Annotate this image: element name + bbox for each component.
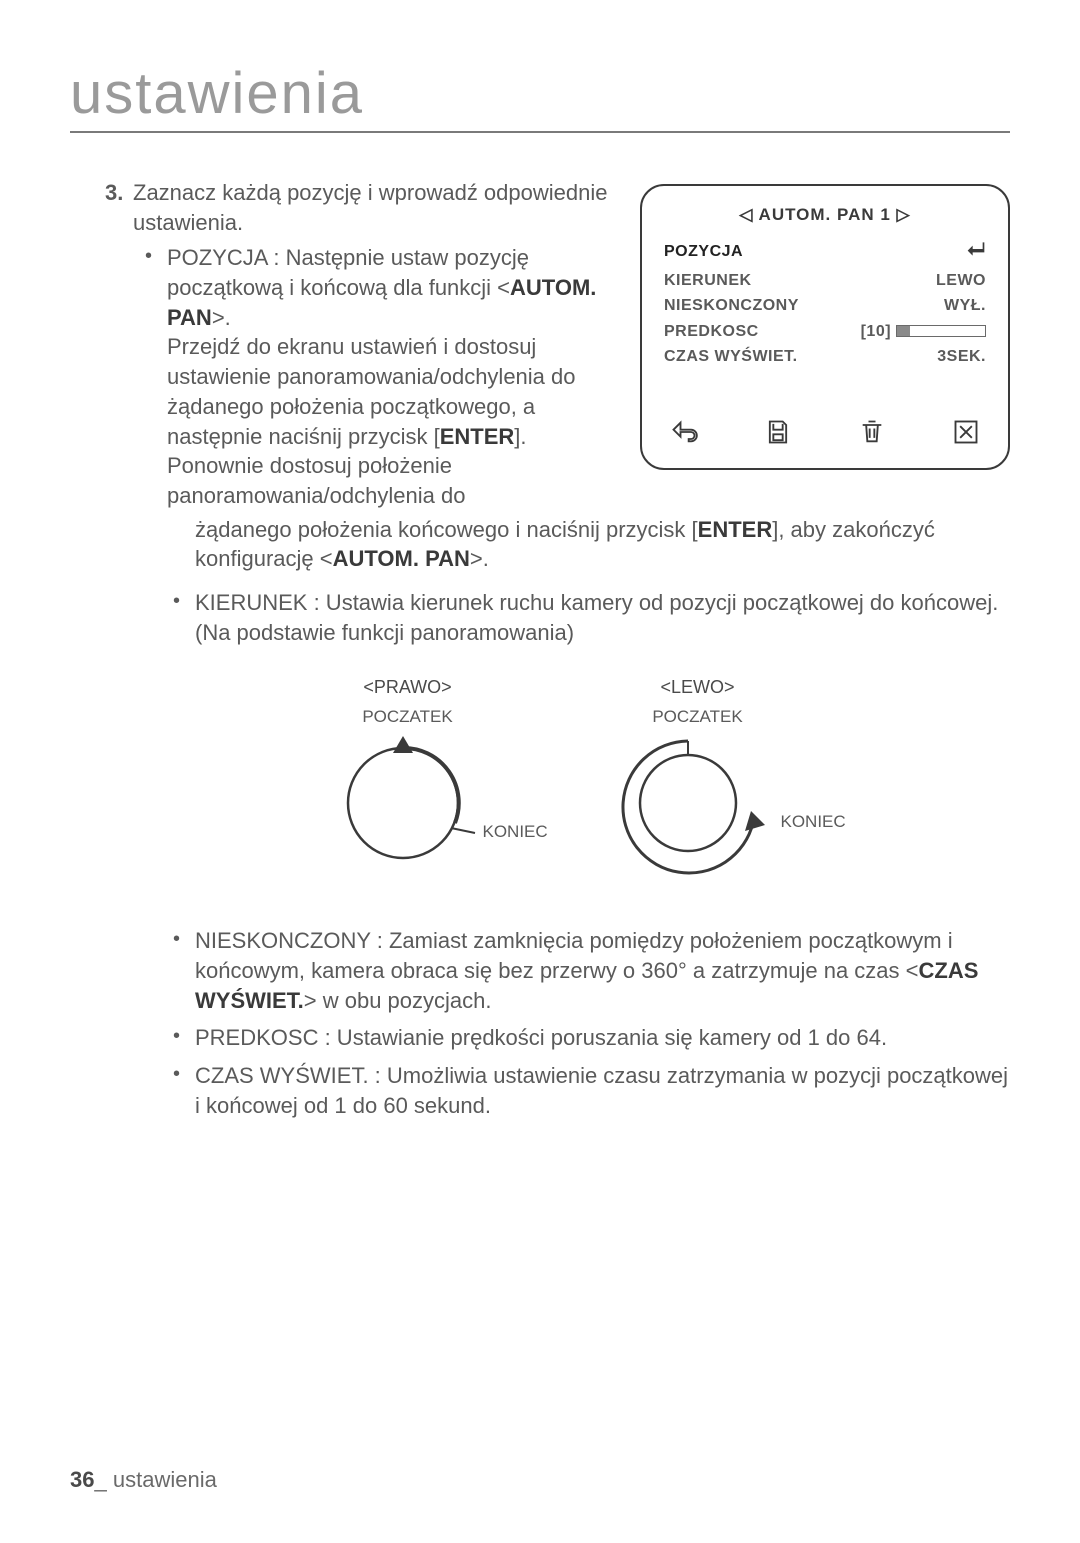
bullet-czas: • CZAS WYŚWIET. : Umożliwia ustawienie c… bbox=[173, 1061, 1010, 1120]
bullet1-after1: >. bbox=[212, 305, 231, 330]
trash-icon bbox=[858, 418, 886, 454]
bullet1-bold2: ENTER bbox=[440, 424, 515, 449]
bullet4-text: PREDKOSC : Ustawianie prędkości poruszan… bbox=[195, 1023, 1010, 1053]
osd-row-nieskonczony: NIESKONCZONY WYŁ. bbox=[664, 295, 986, 317]
bullet-dot-icon: • bbox=[173, 1061, 195, 1120]
osd-value: WYŁ. bbox=[944, 295, 986, 317]
osd-value: 3SEK. bbox=[937, 346, 986, 368]
bullet1-continuation: żądanego położenia końcowego i naciśnij … bbox=[173, 515, 1010, 574]
bullet1-bold3: ENTER bbox=[698, 517, 773, 542]
circle-right-icon bbox=[333, 733, 483, 873]
osd-label: POZYCJA bbox=[664, 241, 743, 263]
direction-diagrams: <PRAWO> POCZATEK KONIEC <LEWO> POCZATEK bbox=[105, 675, 1010, 890]
osd-label: CZAS WYŚWIET. bbox=[664, 346, 798, 368]
bullet3-b: > w obu pozycjach. bbox=[304, 988, 492, 1013]
bullet1-bold4: AUTOM. PAN bbox=[333, 546, 470, 571]
osd-row-pozycja: POZYCJA bbox=[664, 239, 986, 266]
footer-section: ustawienia bbox=[113, 1467, 217, 1492]
close-icon bbox=[952, 418, 980, 454]
step-number: 3. bbox=[105, 178, 133, 237]
page-footer: 36_ ustawienia bbox=[70, 1467, 217, 1493]
save-icon bbox=[764, 418, 792, 454]
bullet1-line3c: >. bbox=[470, 546, 489, 571]
section-title: ustawienia bbox=[70, 60, 1010, 133]
osd-value: LEWO bbox=[936, 270, 986, 292]
osd-label: KIERUNEK bbox=[664, 270, 752, 292]
bullet3-a: NIESKONCZONY : Zamiast zamknięcia pomięd… bbox=[195, 928, 953, 983]
back-icon bbox=[670, 418, 698, 454]
bullet-pozycja: • POZYCJA : Następnie ustaw pozycję pocz… bbox=[145, 243, 610, 510]
osd-row-kierunek: KIERUNEK LEWO bbox=[664, 270, 986, 292]
circle-left-icon bbox=[613, 733, 783, 883]
diagram-start-label: POCZATEK bbox=[613, 706, 783, 729]
bullet-dot-icon: • bbox=[173, 588, 195, 647]
osd-row-predkosc: PREDKOSC [10] bbox=[664, 321, 986, 343]
osd-title: ◁ AUTOM. PAN 1 ▷ bbox=[664, 204, 986, 227]
osd-speed-num: [10] bbox=[861, 323, 891, 340]
osd-label: PREDKOSC bbox=[664, 321, 759, 343]
bullet2-text: KIERUNEK : Ustawia kierunek ruchu kamery… bbox=[195, 588, 1010, 647]
enter-icon bbox=[966, 239, 986, 266]
diagram-right-title: <PRAWO> bbox=[333, 675, 483, 699]
step-intro: Zaznacz każdą pozycję i wprowadź odpowie… bbox=[133, 178, 610, 237]
bullet-dot-icon: • bbox=[173, 926, 195, 1015]
diagram-end-label: KONIEC bbox=[483, 821, 548, 844]
diagram-left-title: <LEWO> bbox=[613, 675, 783, 699]
osd-icon-row bbox=[664, 418, 986, 454]
diagram-start-label: POCZATEK bbox=[333, 706, 483, 729]
bullet1-lead: POZYCJA : Następnie ustaw pozycję począt… bbox=[167, 245, 529, 300]
bullet-kierunek: • KIERUNEK : Ustawia kierunek ruchu kame… bbox=[173, 588, 1010, 647]
osd-label: NIESKONCZONY bbox=[664, 295, 799, 317]
page-number: 36 bbox=[70, 1467, 94, 1492]
progress-bar bbox=[896, 325, 986, 337]
bullet-nieskonczony: • NIESKONCZONY : Zamiast zamknięcia pomi… bbox=[173, 926, 1010, 1015]
bullet-dot-icon: • bbox=[173, 1023, 195, 1053]
osd-row-czas: CZAS WYŚWIET. 3SEK. bbox=[664, 346, 986, 368]
bullet5-text: CZAS WYŚWIET. : Umożliwia ustawienie cza… bbox=[195, 1061, 1010, 1120]
bullet-dot-icon: • bbox=[145, 243, 167, 510]
osd-panel: ◁ AUTOM. PAN 1 ▷ POZYCJA KIERUNEK LEWO N… bbox=[640, 184, 1010, 470]
bullet1-line3a: żądanego położenia końcowego i naciśnij … bbox=[195, 517, 698, 542]
diagram-end-label: KONIEC bbox=[781, 811, 846, 834]
bullet-predkosc: • PREDKOSC : Ustawianie prędkości porusz… bbox=[173, 1023, 1010, 1053]
diagram-right: <PRAWO> POCZATEK KONIEC bbox=[333, 675, 483, 890]
diagram-left: <LEWO> POCZATEK KONIEC bbox=[613, 675, 783, 890]
content-body: 3. Zaznacz każdą pozycję i wprowadź odpo… bbox=[70, 178, 1010, 1120]
step-3: 3. Zaznacz każdą pozycję i wprowadź odpo… bbox=[105, 178, 610, 237]
osd-value-progress: [10] bbox=[861, 321, 986, 343]
footer-sep: _ bbox=[94, 1467, 106, 1492]
